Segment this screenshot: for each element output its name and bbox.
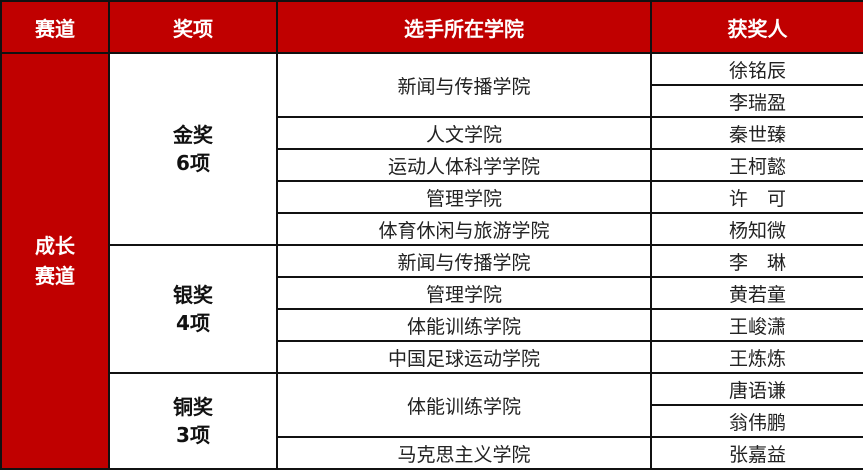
award-bronze: 铜奖 3项: [108, 372, 278, 470]
college-cell: 体能训练学院: [276, 372, 652, 438]
header-row: 赛道 奖项 选手所在学院 获奖人: [0, 0, 863, 54]
track-cell: 成长 赛道: [0, 52, 110, 470]
winner-cell: 杨知微: [650, 212, 863, 246]
college-cell: 人文学院: [276, 116, 652, 150]
table-row: 银奖 4项 新闻与传播学院李 琳: [1, 244, 863, 374]
college-cell: 体能训练学院: [276, 308, 652, 342]
table-row: 体育休闲与旅游学院 杨知微: [1, 212, 863, 246]
award-count: 6项: [176, 151, 210, 175]
award-count: 3项: [176, 423, 210, 447]
header-award: 奖项: [108, 0, 278, 54]
college-cell: 运动人体科学学院: [276, 148, 652, 182]
winner-cell: 李 琳: [650, 244, 863, 278]
header-winner: 获奖人: [650, 0, 863, 54]
award-gold: 金奖 6项: [108, 52, 278, 246]
award-silver: 银奖 4项: [108, 244, 278, 374]
college-cell: 马克思主义学院: [276, 436, 652, 470]
college-cell: 新闻与传播学院: [276, 244, 652, 278]
table-row: 管理学院 黄若童: [1, 276, 863, 310]
winner-cell: 秦世臻: [650, 116, 863, 150]
winner-cell: 许 可: [650, 180, 863, 214]
winner-cell: 黄若童: [650, 276, 863, 310]
winner-cell: 徐铭辰: [650, 52, 863, 86]
college-cell: 新闻与传播学院: [276, 52, 652, 118]
college-cell: 管理学院: [276, 276, 652, 310]
winner-cell: 王峻潇: [650, 308, 863, 342]
track-line: 赛道: [35, 264, 75, 288]
table-row: 管理学院许 可: [1, 180, 863, 214]
table-row: 运动人体科学学院 王柯懿: [1, 148, 863, 182]
winner-cell: 翁伟鹏: [650, 404, 863, 438]
table-row: 体能训练学院 王峻潇: [1, 308, 863, 342]
track-line: 成长: [35, 234, 75, 258]
header-track: 赛道: [0, 0, 110, 54]
winner-cell: 王炼炼: [650, 340, 863, 374]
college-cell: 体育休闲与旅游学院: [276, 212, 652, 246]
winner-cell: 张嘉益: [650, 436, 863, 470]
award-name: 银奖: [173, 283, 213, 307]
award-name: 金奖: [173, 123, 213, 147]
header-college: 选手所在学院: [276, 0, 652, 54]
award-name: 铜奖: [173, 395, 213, 419]
winner-cell: 唐语谦: [650, 372, 863, 406]
winner-cell: 李瑞盈: [650, 84, 863, 118]
college-cell: 中国足球运动学院: [276, 340, 652, 374]
table-row: 铜奖 3项 体能训练学院 唐语谦: [1, 372, 863, 470]
table-row: 中国足球运动学院 王炼炼: [1, 340, 863, 374]
winner-cell: 王柯懿: [650, 148, 863, 182]
table-row: 翁伟鹏: [1, 404, 863, 438]
college-cell: 管理学院: [276, 180, 652, 214]
table-row: 成长赛道 金奖 6项 新闻与传播学院 徐铭辰: [0, 52, 863, 470]
award-count: 4项: [176, 311, 210, 335]
table-row: 李瑞盈: [1, 84, 863, 118]
